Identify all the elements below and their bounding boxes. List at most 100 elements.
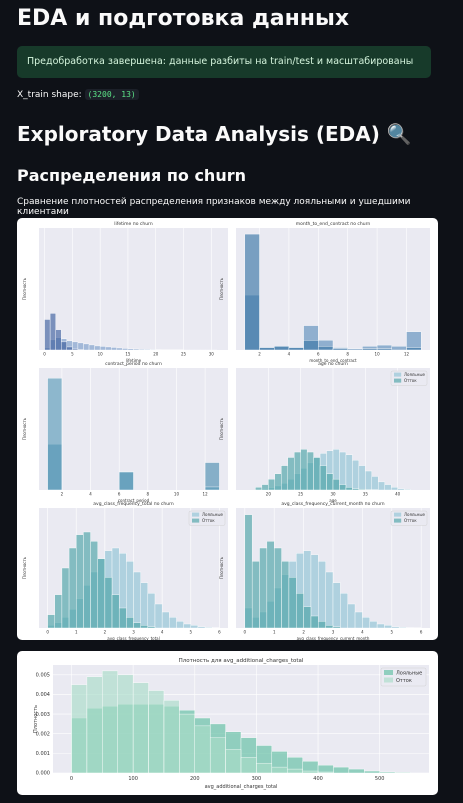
histogram-bar (362, 348, 378, 351)
histogram-bar (325, 571, 334, 629)
histogram-bar (147, 593, 156, 629)
histogram-bar (68, 547, 77, 629)
histogram-bar (104, 577, 113, 629)
histogram-bar (133, 622, 141, 629)
x-tick-label: 2 (61, 492, 64, 497)
histogram-bar (76, 534, 84, 629)
histogram-bar (303, 340, 319, 351)
x-tick-label: 3 (332, 630, 335, 635)
histogram-bar (376, 348, 392, 351)
histogram-bar (347, 348, 363, 351)
histogram-bar (318, 346, 334, 351)
x-tick-label: 10 (174, 492, 180, 497)
histogram-bar (376, 623, 385, 629)
legend-label: Лояльные (202, 512, 224, 517)
histogram-bar (209, 737, 226, 774)
histogram-bar (240, 757, 257, 774)
histogram-bar (138, 348, 145, 351)
y-axis-label: Плотность (219, 417, 224, 440)
x-tick-label: 5 (71, 352, 74, 357)
histogram-bar (326, 473, 334, 491)
y-axis-label: Плотность (219, 277, 224, 300)
x-tick-label: 4 (288, 352, 291, 357)
x-tick-label: 35 (363, 492, 369, 497)
histogram-bar (102, 670, 118, 774)
histogram-bar (225, 749, 242, 774)
x-tick-label: 0 (244, 630, 247, 635)
x-tick-label: 4 (361, 630, 364, 635)
histogram-bar (287, 768, 303, 774)
x-tick-label: 0 (43, 352, 46, 357)
x-tick-label: 300 (252, 776, 262, 782)
histogram-bar (111, 594, 120, 629)
legend-label: Отток (404, 378, 417, 383)
histogram-bar (406, 347, 422, 351)
histogram-bar (71, 684, 88, 774)
histogram-bar (259, 547, 268, 629)
y-tick-label: 0.000 (36, 771, 50, 777)
x-tick-label: 100 (128, 776, 138, 782)
histogram-bar (364, 770, 380, 774)
histogram-bar (378, 481, 385, 491)
histogram-bar (47, 614, 55, 629)
y-axis-label: Плотность (22, 417, 27, 440)
histogram-bar (204, 627, 213, 629)
x-tick-label: 30 (330, 492, 336, 497)
x-tick-label: 6 (218, 630, 221, 635)
histogram-bar (354, 611, 363, 629)
histogram-bar (369, 621, 378, 629)
histogram-bar (296, 593, 304, 629)
subsection-title: Распределения по churn (17, 166, 246, 185)
histogram-bar (204, 462, 220, 491)
histogram-bar (122, 348, 129, 351)
histogram-bar (83, 343, 90, 351)
histogram-bar (94, 345, 101, 351)
histogram-bar (176, 621, 184, 629)
plot-area (39, 228, 228, 350)
x-tick-label: 12 (203, 492, 209, 497)
y-tick-label: 0.002 (36, 731, 50, 737)
shape-value: (3200, 13) (84, 89, 139, 100)
panel-title: Плотность для avg_additional_charges_tot… (179, 658, 304, 664)
x-tick-label: 6 (118, 492, 121, 497)
x-tick-label: 8 (147, 492, 150, 497)
histogram-bar (403, 488, 411, 491)
x-tick-label: 6 (420, 630, 423, 635)
histogram-bar (49, 313, 56, 351)
x-tick-label: 4 (89, 492, 92, 497)
histogram-bar (204, 486, 220, 491)
histogram-bar (274, 346, 290, 351)
histogram-bar (132, 682, 149, 774)
histogram-bar (61, 567, 70, 629)
histogram-bar (318, 621, 326, 629)
x-tick-label: 20 (266, 492, 272, 497)
histogram-bar (77, 349, 84, 351)
y-axis-label: Плотность (33, 705, 39, 733)
x-tick-label: 12 (404, 352, 410, 357)
histogram-bar (133, 348, 140, 351)
histogram-bar (397, 488, 405, 491)
histogram-bar (340, 593, 348, 629)
histogram-bar (288, 577, 297, 629)
histogram-bar (197, 626, 206, 629)
histogram-bar (111, 347, 118, 351)
histogram-bar (256, 762, 273, 774)
histogram-bar (313, 457, 321, 491)
shape-label: X_train shape: (17, 90, 82, 100)
panel-title: lifetime по churn (114, 221, 153, 227)
histogram-bar (352, 488, 360, 491)
histogram-bar (317, 771, 334, 774)
histogram-bar (163, 700, 180, 774)
histogram-bar (261, 484, 269, 491)
x-tick-label: 2 (258, 352, 261, 357)
section-title: Exploratory Data Analysis (EDA) 🔍 (17, 122, 412, 146)
histogram-bar (90, 541, 98, 629)
histogram-bar (99, 346, 106, 351)
histogram-bar (398, 627, 407, 629)
histogram-bar (66, 346, 73, 351)
histogram-bar (148, 690, 165, 774)
histogram-bar (72, 341, 79, 351)
x-tick-label: 40 (395, 492, 401, 497)
x-tick-label: 0 (46, 630, 49, 635)
